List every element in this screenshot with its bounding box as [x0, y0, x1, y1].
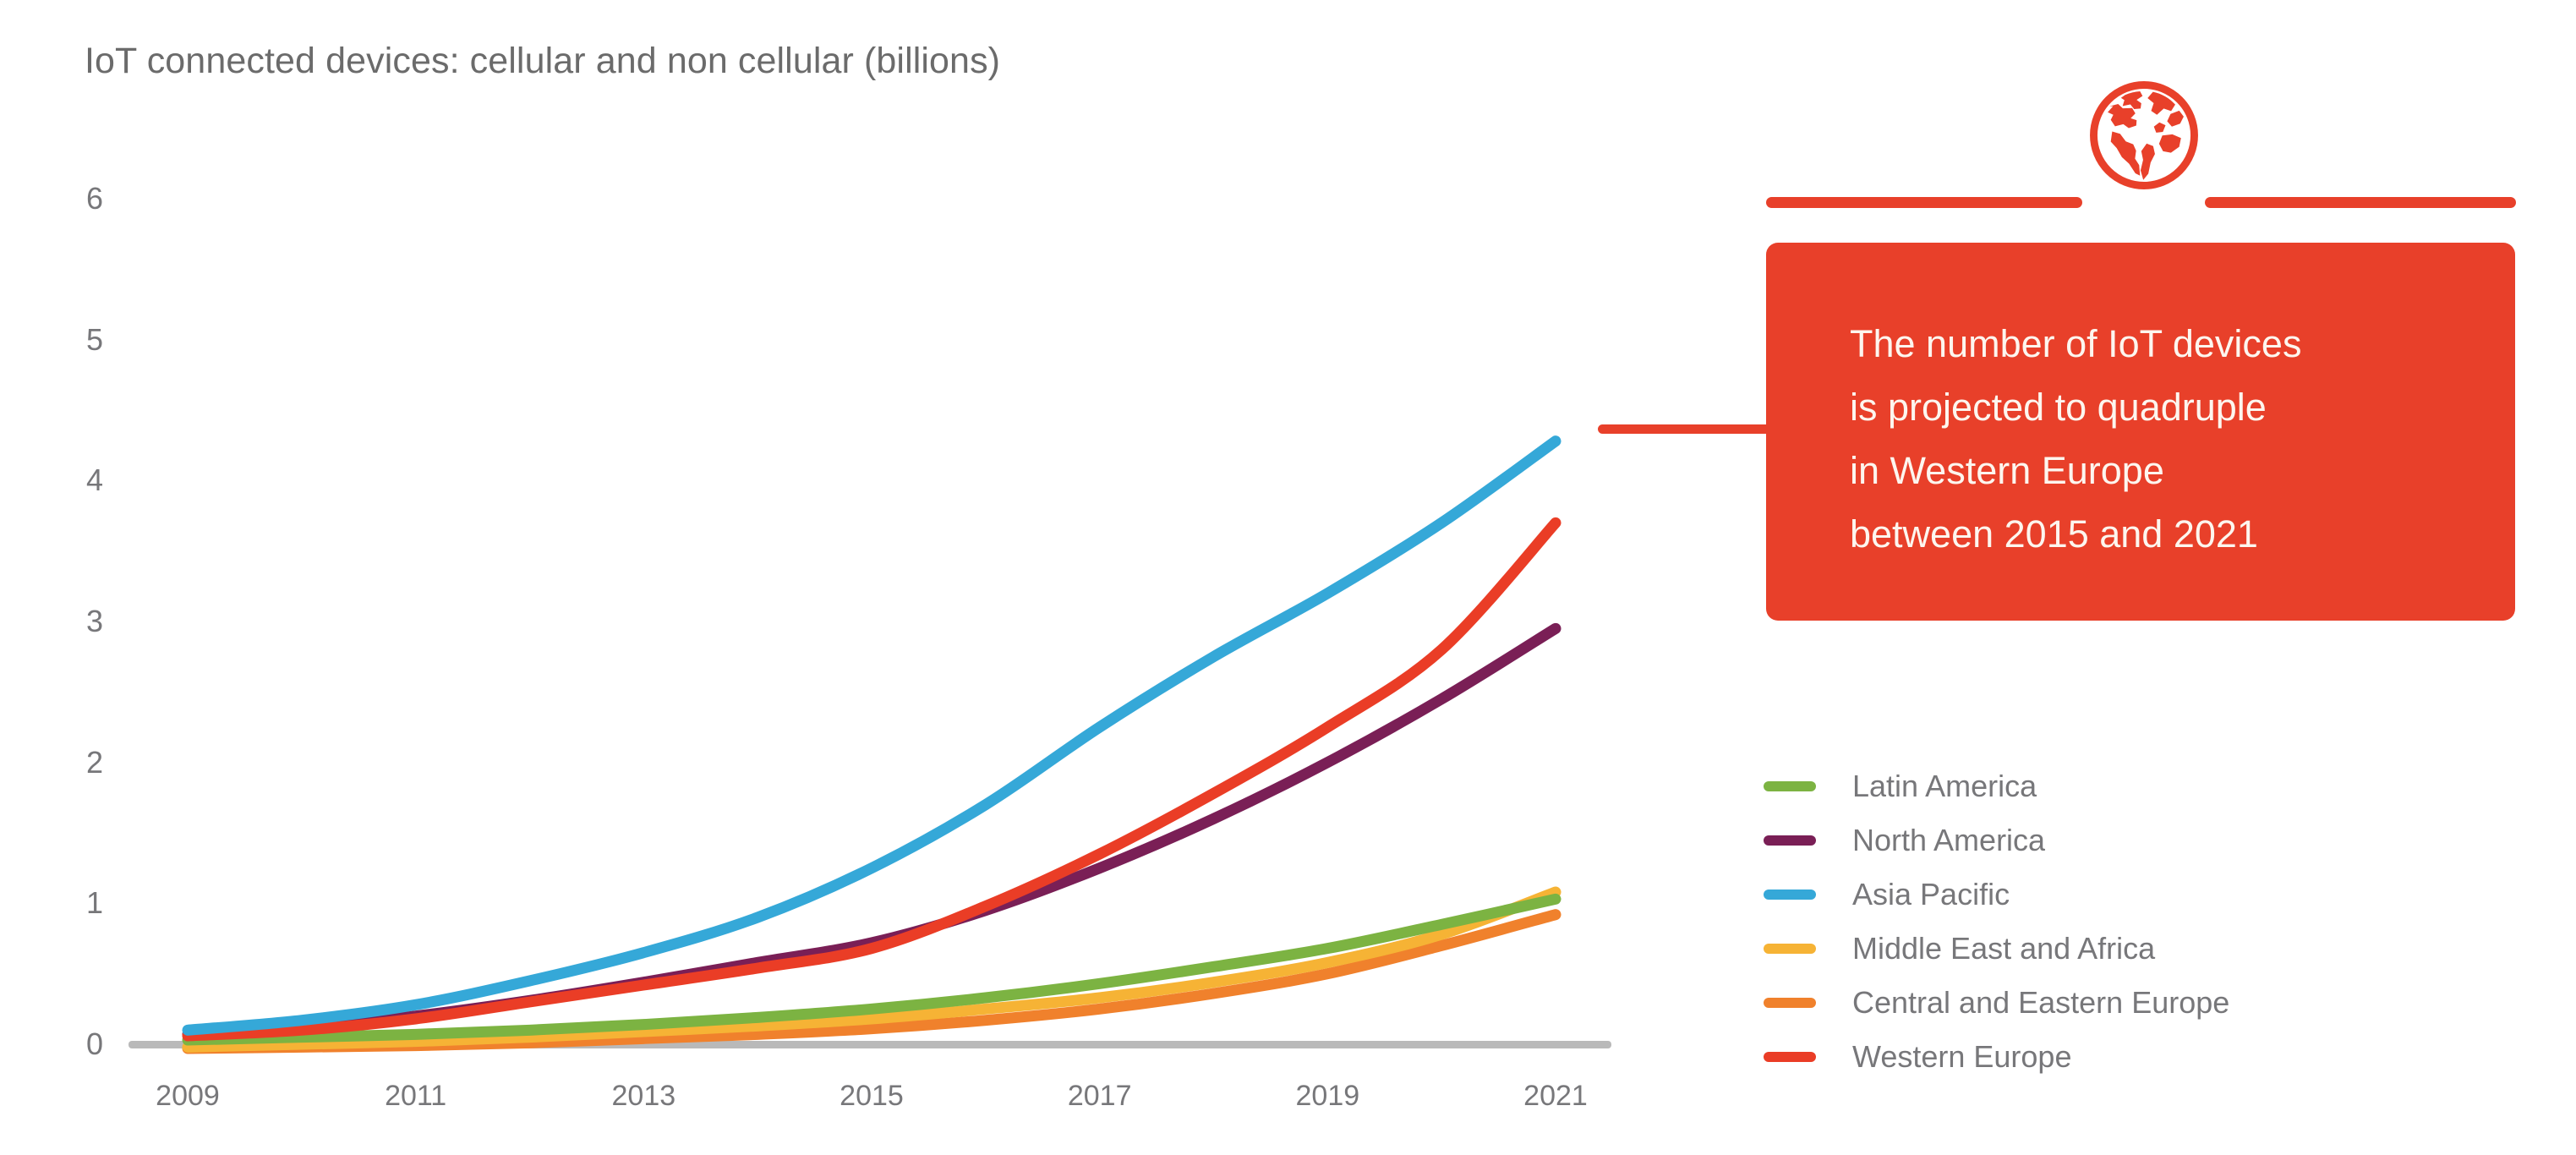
- legend-item-label: Central and Eastern Europe: [1852, 985, 2230, 1020]
- legend-color-swatch: [1764, 944, 1816, 954]
- legend-item[interactable]: Asia Pacific: [1764, 868, 2229, 922]
- y-axis-tick-label: 5: [85, 321, 103, 357]
- callout-text: The number of IoT devices is projected t…: [1850, 322, 2302, 556]
- x-axis-tick-label: 2015: [840, 1080, 904, 1112]
- legend-color-swatch: [1764, 781, 1816, 791]
- legend-item-label: Western Europe: [1852, 1039, 2072, 1074]
- y-axis-tick-label: 4: [85, 463, 103, 498]
- chart-plot-area: 0 1 2 3 4 5 6 2009 2011 2013 2015 2017 2019 2021: [85, 181, 1611, 1112]
- legend-item-label: Latin America: [1852, 769, 2037, 803]
- chart-legend: Latin America North America Asia Pacific Mi…: [1764, 759, 2229, 1084]
- chart-line-latin-america: [182, 893, 1561, 1046]
- x-axis-tick-label: 2009: [156, 1080, 220, 1112]
- chart-line-western-europe: [182, 517, 1561, 1042]
- y-axis-tick-label: 6: [85, 181, 103, 216]
- legend-item-label: North America: [1852, 823, 2046, 857]
- x-axis-tick-label: 2011: [385, 1080, 447, 1112]
- globe-icon: [2087, 78, 2201, 193]
- x-axis-tick-label: 2013: [611, 1080, 676, 1112]
- legend-color-swatch: [1764, 890, 1816, 900]
- page-title: IoT connected devices: cellular and non …: [85, 41, 1001, 81]
- legend-color-swatch: [1764, 998, 1816, 1008]
- y-axis-tick-label: 0: [85, 1026, 103, 1061]
- y-axis-tick-label: 3: [85, 604, 103, 638]
- x-axis-tick-label: 2017: [1067, 1080, 1132, 1112]
- legend-item[interactable]: Western Europe: [1764, 1030, 2229, 1084]
- accent-rule-right: [2205, 197, 2516, 208]
- x-axis-tick-label: 2021: [1523, 1080, 1588, 1112]
- accent-rule-left: [1766, 197, 2082, 208]
- line-chart-svg: [129, 435, 1611, 1054]
- legend-item-label: Asia Pacific: [1852, 877, 2010, 911]
- y-axis-tick-label: 2: [85, 744, 103, 780]
- legend-color-swatch: [1764, 1052, 1816, 1062]
- callout-box: The number of IoT devices is projected t…: [1766, 243, 2515, 621]
- callout-connector-line: [1598, 424, 1771, 434]
- legend-item[interactable]: Middle East and Africa: [1764, 922, 2229, 976]
- chart-line-middle-east-and-africa: [182, 886, 1561, 1053]
- legend-color-swatch: [1764, 835, 1816, 846]
- chart-line-asia-pacific: [182, 435, 1561, 1036]
- chart-line-central-and-eastern-europe: [182, 909, 1561, 1054]
- y-axis-tick-label: 1: [85, 885, 103, 921]
- x-axis-tick-label: 2019: [1295, 1080, 1360, 1112]
- legend-item-label: Middle East and Africa: [1852, 931, 2156, 966]
- legend-item[interactable]: North America: [1764, 813, 2229, 868]
- legend-item[interactable]: Central and Eastern Europe: [1764, 976, 2229, 1030]
- legend-item[interactable]: Latin America: [1764, 759, 2229, 813]
